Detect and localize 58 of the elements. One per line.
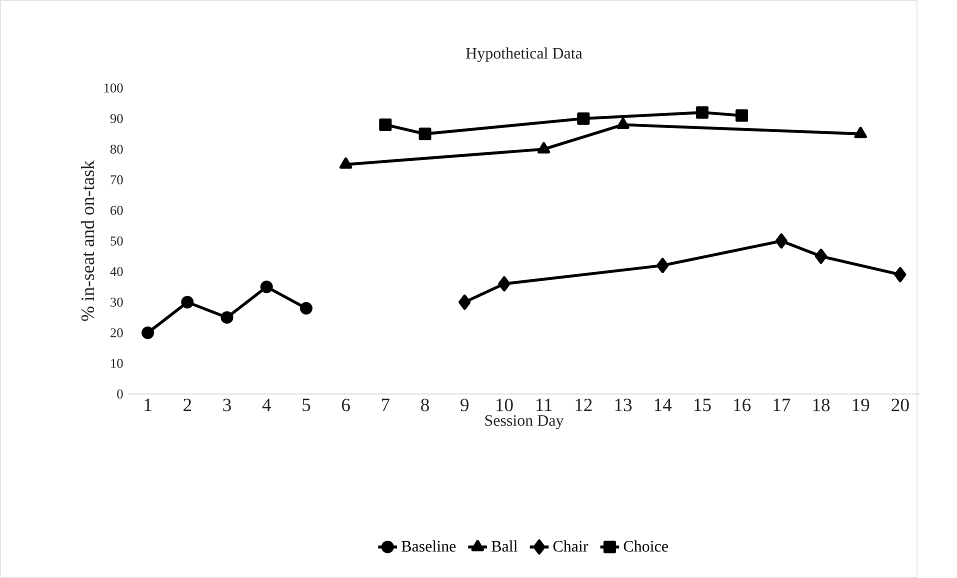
x-tick-label: 1 [144,398,152,412]
y-tick-label: 90 [110,114,123,124]
x-tick-label: 11 [536,398,552,412]
point [418,128,432,140]
y-tick-label: 40 [110,267,123,276]
point [814,248,828,264]
x-tick-label: 8 [421,398,429,412]
x-tick-label: 12 [576,398,592,412]
x-tick-label: 18 [813,398,830,412]
x-tick-label: 9 [460,398,469,412]
point [656,258,669,274]
x-tick-label: 14 [654,398,672,412]
x-tick-label: 15 [694,398,711,412]
y-tick-label: 20 [110,328,123,338]
point [142,326,154,340]
y-tick-label: 30 [110,298,123,307]
point [260,280,273,294]
y-tick-label: 0 [117,389,123,398]
y-tick-label: 60 [110,206,123,215]
x-tick-label: 4 [262,398,271,411]
x-tick-label: 2 [184,398,192,412]
x-axis-title: Session Day [485,415,564,430]
point [854,126,867,138]
point [379,118,392,131]
point [736,109,748,122]
legend-label: Choice [624,540,668,552]
point [775,233,788,249]
x-tick-label: 13 [615,398,632,412]
point [616,118,630,129]
y-tick-label: 100 [104,83,123,92]
x-tick-label: 17 [774,398,790,412]
legend-label: Baseline [402,540,456,552]
point [300,302,312,315]
legend-label: Chair [553,540,588,552]
y-tick-label: 80 [110,144,123,154]
legend-label: Ball [492,540,518,552]
point [458,294,471,310]
x-tick-label: 19 [852,398,870,412]
point [696,106,708,119]
point [577,112,590,125]
point [498,276,510,292]
x-tick-label: 20 [892,398,909,412]
x-tick-label: 7 [382,398,390,411]
x-tick-label: 16 [734,398,751,412]
point [537,142,550,154]
point [339,157,352,169]
point [894,267,906,282]
x-tick-label: 3 [223,398,231,412]
x-tick-label: 6 [342,398,350,412]
y-tick-label: 70 [110,175,123,184]
chart-title: Hypothetical Data [466,47,582,62]
point [220,311,234,324]
y-tick-label: 50 [110,236,123,246]
y-axis-title: % in-seat and on-task [80,160,94,321]
x-tick-label: 10 [496,398,513,412]
point [181,296,194,308]
y-tick-label: 10 [111,358,123,368]
x-tick-label: 5 [302,398,310,412]
